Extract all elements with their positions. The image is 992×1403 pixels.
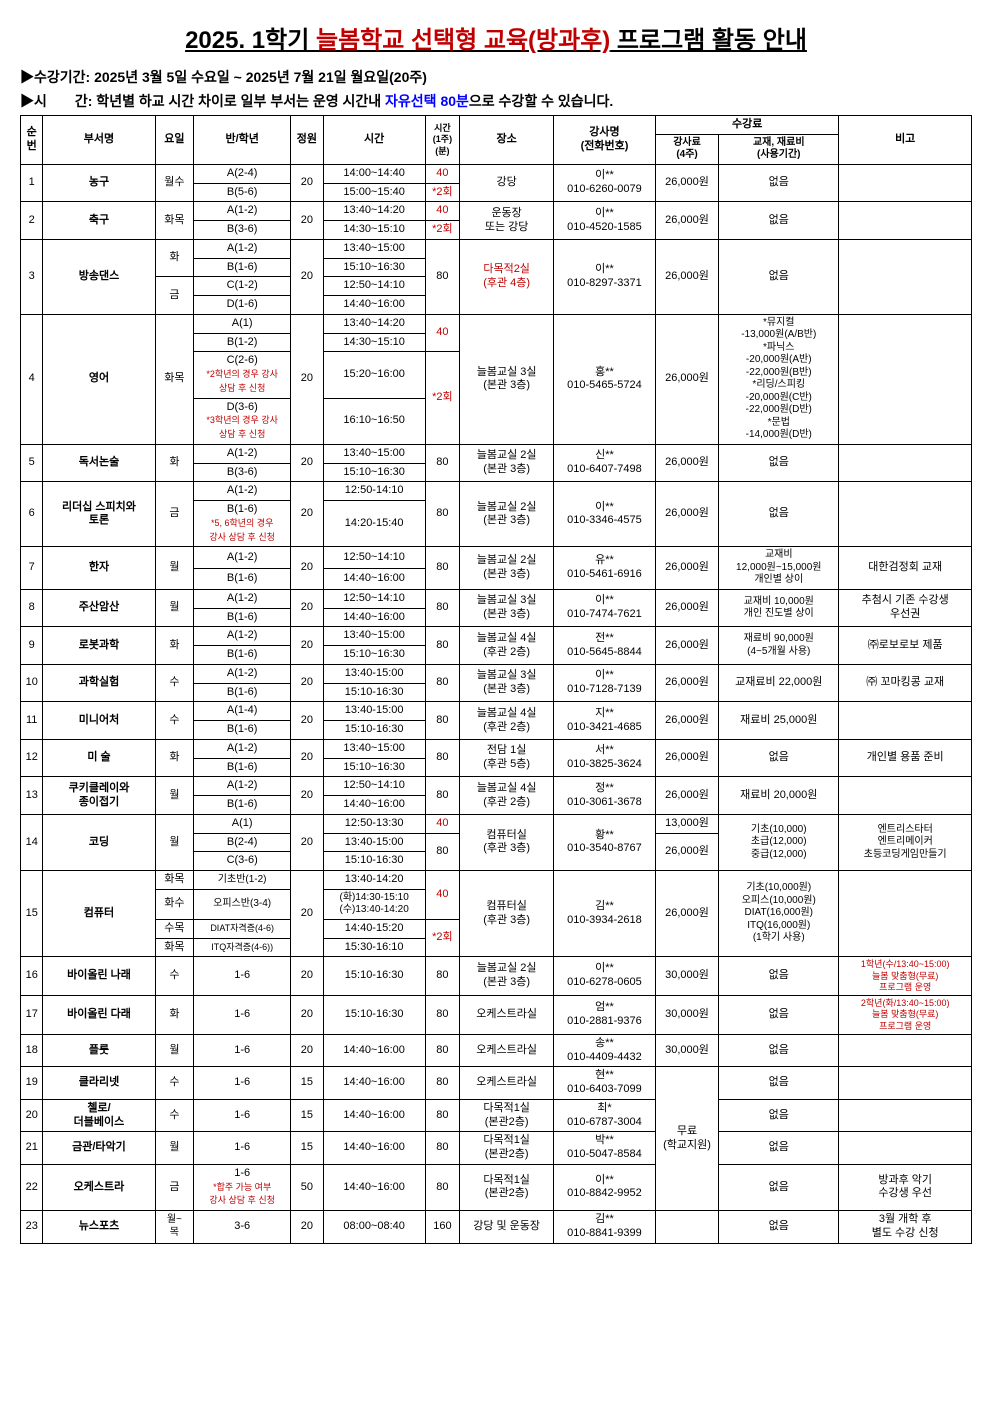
table-row: 20 첼로/더블베이스 수 1-6 15 14:40~16:00 80 다목적1… bbox=[21, 1099, 972, 1132]
table-row: 15 컴퓨터 화목 기초반(1-2) 20 13:40-14:20 40 컴퓨터… bbox=[21, 871, 972, 890]
table-row: 11 미니어처 수 A(1-4) 20 13:40-15:00 80 늘봄교실 … bbox=[21, 702, 972, 721]
table-row: 17 바이올린 다래 화 1-6 20 15:10-16:30 80 오케스트라… bbox=[21, 996, 972, 1035]
table-row: 4 영어 화목 A(1) 20 13:40~14:20 40 늘봄교실 3실(본… bbox=[21, 314, 972, 333]
th-class: 반/학년 bbox=[194, 116, 291, 165]
title-prefix: 2025. 1학기 bbox=[185, 27, 316, 54]
th-place: 장소 bbox=[460, 116, 554, 165]
table-row: 22 오케스트라 금 1-6*합주 가능 여부강사 상담 후 신청 50 14:… bbox=[21, 1164, 972, 1210]
title-suffix: 프로그램 활동 안내 bbox=[610, 27, 807, 54]
title-red: 늘봄학교 선택형 교육(방과후) bbox=[316, 27, 610, 54]
th-note: 비고 bbox=[839, 116, 972, 165]
th-fee2: 교재, 재료비(사용기간) bbox=[719, 134, 839, 164]
table-row: 16 바이올린 나래 수 1-6 20 15:10-16:30 80 늘봄교실 … bbox=[21, 957, 972, 996]
th-cap: 정원 bbox=[291, 116, 324, 165]
table-row: 1 농구 월수 A(2-4) 20 14:00~14:40 40 강당 이**0… bbox=[21, 164, 972, 183]
page-title: 2025. 1학기 늘봄학교 선택형 교육(방과후) 프로그램 활동 안내 bbox=[20, 20, 972, 55]
time-line: ▶시 간: 학년별 하교 시간 차이로 일부 부서는 운영 시간내 자유선택 8… bbox=[20, 91, 972, 111]
table-row: 23 뉴스포츠 월~목 3-6 20 08:00~08:40 160 강당 및 … bbox=[21, 1211, 972, 1244]
table-row: 10 과학실험 수 A(1-2) 20 13:40-15:00 80 늘봄교실 … bbox=[21, 664, 972, 683]
table-row: 13 쿠키클레이와종이접기 월 A(1-2) 20 12:50~14:10 80… bbox=[21, 777, 972, 796]
table-row: 14 코딩 월 A(1) 20 12:50-13:30 40 컴퓨터실(후관 3… bbox=[21, 814, 972, 833]
th-dur: 시간(1주)(분) bbox=[425, 116, 460, 165]
table-row: 9 로봇과학 화 A(1-2) 20 13:40~15:00 80 늘봄교실 4… bbox=[21, 627, 972, 646]
th-teacher: 강사명(전화번호) bbox=[554, 116, 656, 165]
table-row: 5 독서논술 화 A(1-2) 20 13:40~15:00 80 늘봄교실 2… bbox=[21, 444, 972, 463]
table-row: 19 클라리넷 수 1-6 15 14:40~16:00 80 오케스트라실 현… bbox=[21, 1067, 972, 1100]
th-dept: 부서명 bbox=[43, 116, 155, 165]
table-row: 7 한자 월 A(1-2) 20 12:50~14:10 80 늘봄교실 2실(… bbox=[21, 547, 972, 568]
table-row: 6 리더십 스피치와토론 금 A(1-2) 20 12:50-14:10 80 … bbox=[21, 482, 972, 501]
table-row: 2 축구 화목 A(1-2) 20 13:40~14:20 40 운동장또는 강… bbox=[21, 202, 972, 221]
table-row: 8 주산암산 월 A(1-2) 20 12:50~14:10 80 늘봄교실 3… bbox=[21, 589, 972, 608]
table-row: 21 금관/타악기 월 1-6 15 14:40~16:00 80 다목적1실(… bbox=[21, 1132, 972, 1165]
period-line: ▶수강기간: 2025년 3월 5일 수요일 ~ 2025년 7월 21일 월요… bbox=[20, 67, 972, 87]
th-time: 시간 bbox=[323, 116, 425, 165]
th-no: 순번 bbox=[21, 116, 43, 165]
th-fee-group: 수강료 bbox=[655, 116, 838, 135]
th-day: 요일 bbox=[155, 116, 194, 165]
table-row: 3 방송댄스 화 A(1-2) 20 13:40~15:00 80 다목적2실(… bbox=[21, 239, 972, 258]
program-table: 순번 부서명 요일 반/학년 정원 시간 시간(1주)(분) 장소 강사명(전화… bbox=[20, 115, 972, 1244]
table-row: 12 미 술 화 A(1-2) 20 13:40~15:00 80 전담 1실(… bbox=[21, 739, 972, 758]
th-fee1: 강사료(4주) bbox=[655, 134, 718, 164]
table-row: 18 플룻 월 1-6 20 14:40~16:00 80 오케스트라실 송**… bbox=[21, 1034, 972, 1067]
